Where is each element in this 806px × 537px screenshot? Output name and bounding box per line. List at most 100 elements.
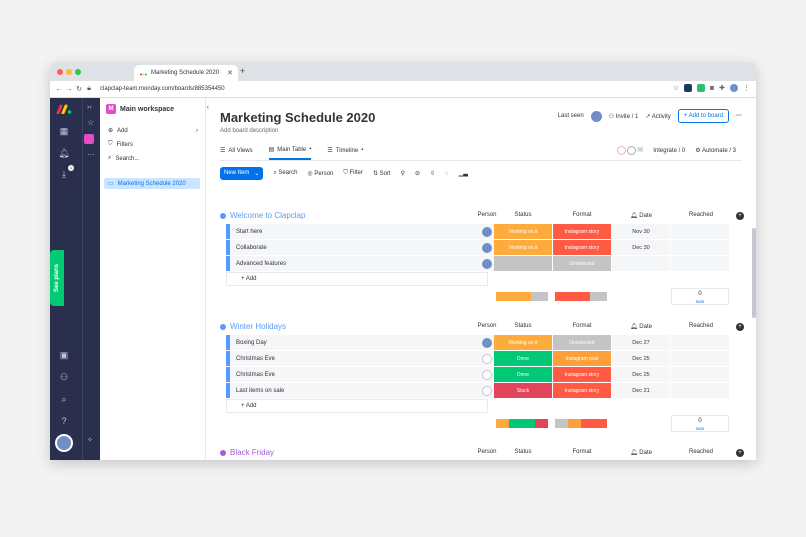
format-summary-bar[interactable] [555,292,607,301]
inbox-icon[interactable]: ⤓ [62,169,66,179]
puzzle-icon[interactable]: ✚ [719,85,725,92]
item-name[interactable]: Start here [226,224,488,239]
board-title[interactable]: Marketing Schedule 2020 [220,110,376,125]
search-button[interactable]: ⌕ Search [273,170,297,177]
column-header-person[interactable]: Person [477,212,497,218]
person-avatar[interactable] [482,258,492,269]
filters-item[interactable]: ⛉ Filters [108,141,133,148]
table-row[interactable]: Last items on sale Stuck Instagram story De… [220,383,744,398]
user-avatar[interactable] [55,434,73,452]
workspace-avatar[interactable] [84,134,94,144]
close-tab-icon[interactable]: ✕ [227,70,233,77]
tab-timeline[interactable]: ☰ Timeline ⬩ [327,146,363,160]
add-item-row[interactable]: + Add [220,399,744,413]
item-name[interactable]: Last items on sale [226,383,488,398]
date-cell[interactable]: Nov 30 [612,224,670,239]
person-avatar[interactable] [482,369,492,380]
group-title-text[interactable]: Winter Holidays [230,322,287,331]
board-description[interactable]: Add board description [220,128,279,134]
add-item-input[interactable]: + Add [226,399,488,413]
reached-cell[interactable] [671,335,729,350]
collapse-panel-icon[interactable]: ‹ [206,104,209,111]
format-cell[interactable]: Instagram story [553,224,611,239]
new-item-button[interactable]: New Item ⌄ [220,167,264,180]
reached-cell[interactable] [671,367,729,382]
date-cell[interactable]: Dec 21 [612,383,670,398]
status-cell[interactable]: Done [494,351,552,366]
column-header-date[interactable]: 🔔︎ Date [630,450,652,456]
invite-members-icon[interactable]: ⚇ [59,372,69,382]
color-icon[interactable]: ◌ [445,170,449,177]
reached-cell[interactable] [671,383,729,398]
status-cell[interactable]: Working on it [494,240,552,255]
reached-sum[interactable]: 0 sum [671,288,729,305]
format-cell[interactable]: Instagram story [553,383,611,398]
bookmark-star-icon[interactable]: ☆ [672,85,679,92]
camera-icon[interactable]: ◙ [709,84,715,92]
favorite-star-icon[interactable]: ☆ [358,112,367,122]
chart-icon[interactable]: ▁▃ [458,171,468,177]
format-cell[interactable]: Instagram story [553,367,611,382]
more-menu-button[interactable]: ··· [736,113,742,119]
url-field[interactable]: clapclap-team.monday.com/boards/88535445… [100,86,225,92]
reached-cell[interactable] [671,240,729,255]
status-summary-bar[interactable] [496,419,548,428]
extension-icon[interactable] [696,84,705,92]
workspace-header[interactable]: M Main workspace [106,104,174,114]
reached-cell[interactable] [671,351,729,366]
chevron-down-icon[interactable]: ⌄ [254,171,260,177]
add-column-button[interactable]: + [736,323,744,331]
date-cell[interactable]: Dec 30 [612,240,670,255]
table-row[interactable]: Boxing Day Working on it Unselected Dec 27 [220,335,744,350]
column-header-format[interactable]: Format [572,449,592,455]
table-row[interactable]: Advanced features Unselected [220,256,744,271]
profile-avatar[interactable] [730,84,738,92]
tab-all-views[interactable]: ☰ All Views [220,146,253,160]
table-row[interactable]: Christmas Eve Done Instagram post Dec 25 [220,351,744,366]
last-seen-avatar[interactable] [590,110,602,122]
add-item-input[interactable]: + Add [226,272,488,286]
add-to-board-button[interactable]: + Add to board [677,109,729,123]
row-height-icon[interactable]: ⇳ [430,171,436,177]
browser-tab[interactable]: Marketing Schedule 2020 ✕ [134,65,238,81]
integrate-button[interactable]: Integrate / 0 [653,147,686,154]
calendar-icon[interactable]: ▣ [59,350,69,360]
status-cell[interactable]: Working on it [494,335,552,350]
minimize-window-button[interactable] [66,69,72,75]
sparkle-icon[interactable]: ✧ [87,437,93,444]
date-cell[interactable] [612,256,670,271]
column-header-format[interactable]: Format [572,323,592,329]
group-title-text[interactable]: Black Friday [230,448,275,457]
table-row[interactable]: Christmas Eve Done Instagram story Dec 25 [220,367,744,382]
extension-icon[interactable] [683,84,692,92]
group-title[interactable]: Winter Holidays [220,322,286,331]
notifications-bell-icon[interactable]: 🔔︎ [58,148,70,158]
item-name[interactable]: Christmas Eve [226,351,488,366]
status-summary-bar[interactable] [496,292,548,301]
automate-button[interactable]: ⚙ Automate / 3 [695,147,736,154]
group-collapse-icon[interactable] [220,449,226,456]
add-column-button[interactable]: + [736,212,744,220]
sort-button[interactable]: ⇅ Sort [373,170,391,177]
board-item-marketing[interactable]: ▭ Marketing Schedule 2020 [104,178,200,189]
person-avatar[interactable] [482,226,492,237]
column-header-format[interactable]: Format [572,212,592,218]
menu-dots-icon[interactable]: ⋮ [743,85,750,92]
activity-button[interactable]: ↗ Activity [645,113,670,120]
expand-icon[interactable]: ›‹ [87,104,92,111]
status-cell[interactable] [494,256,552,271]
monday-logo-icon[interactable] [56,104,72,114]
new-tab-icon[interactable]: + [240,66,246,76]
hide-icon[interactable]: ⊘ [414,171,421,177]
date-cell[interactable]: Dec 25 [612,367,670,382]
forward-icon[interactable]: → [65,85,73,93]
person-avatar[interactable] [482,242,492,253]
invite-button[interactable]: ⚇ Invite / 1 [609,113,639,120]
search-icon[interactable]: ⌕ [61,394,67,404]
person-avatar[interactable] [482,337,492,348]
group-title[interactable]: Welcome to Clapclap [220,211,305,220]
column-header-person[interactable]: Person [477,323,497,329]
column-header-person[interactable]: Person [477,449,497,455]
format-cell[interactable]: Instagram post [553,351,611,366]
reload-icon[interactable]: ↻ [76,86,82,93]
